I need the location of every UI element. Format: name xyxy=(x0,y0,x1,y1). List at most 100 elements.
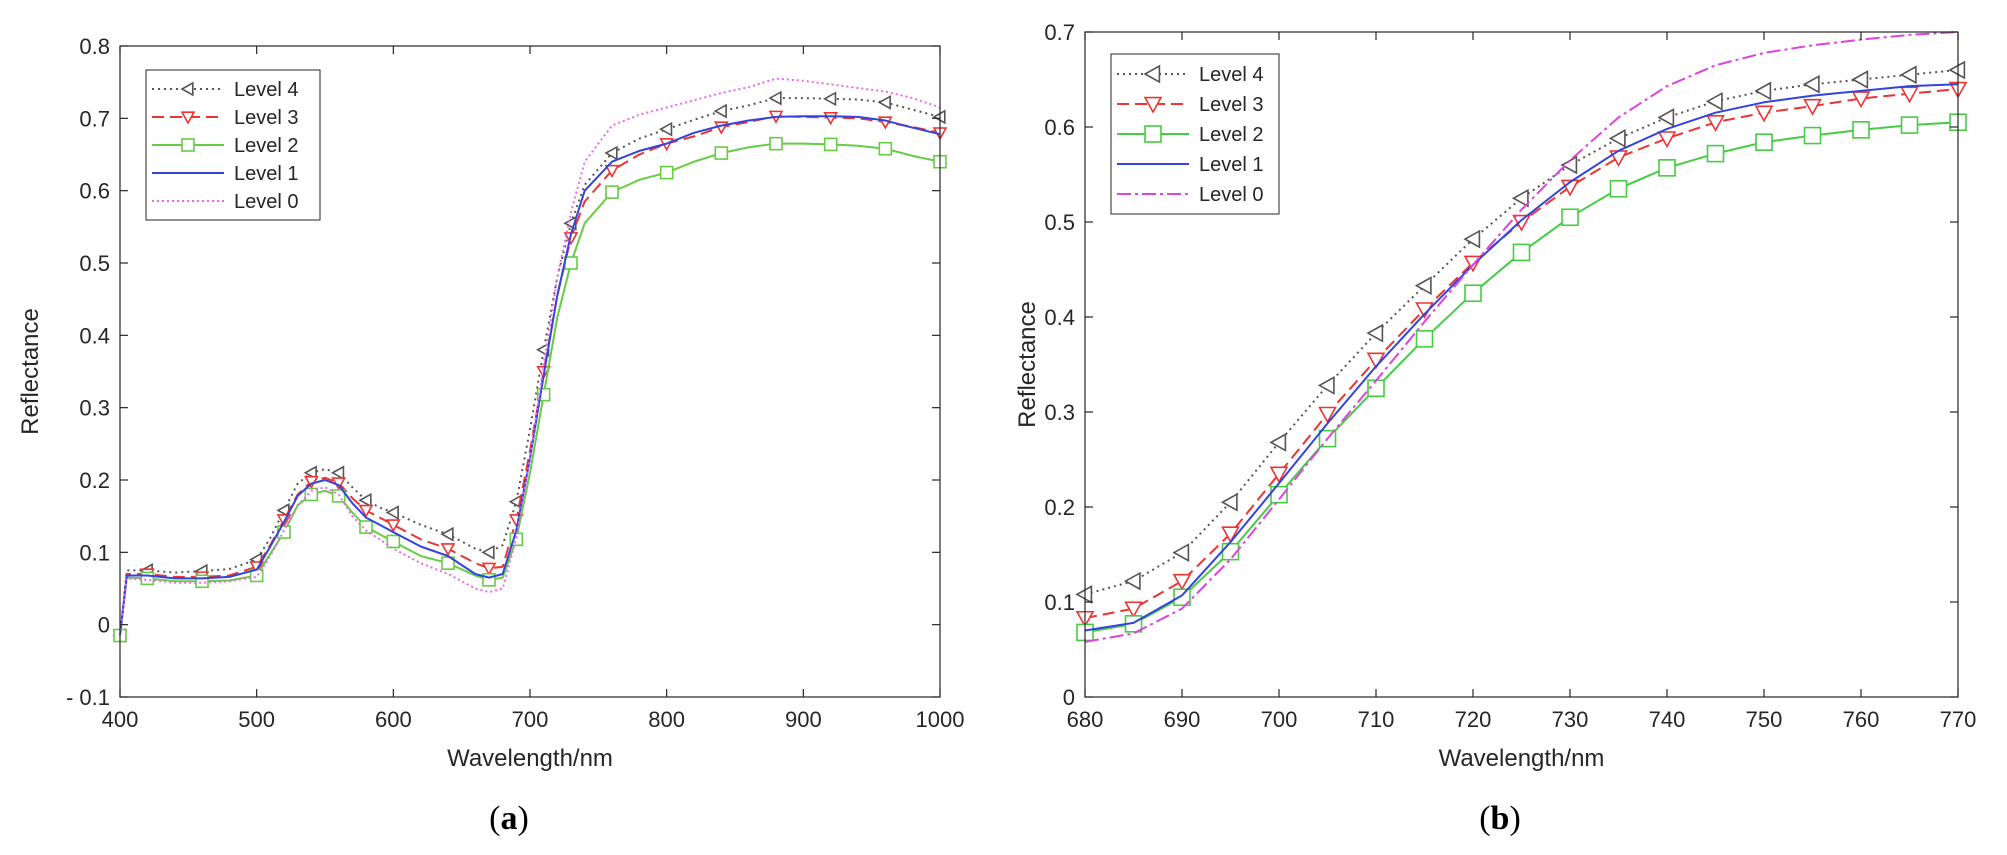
panel-a-data-point-level-2 xyxy=(386,534,401,549)
panel-b-y-tick-label: 0.2 xyxy=(1044,495,1075,520)
panel-a-data-point-level-2 xyxy=(714,146,729,160)
panel-a-y-tick-label: 0.5 xyxy=(79,251,110,276)
panel-a-legend-label: Level 0 xyxy=(234,191,299,213)
panel-b-data-point-level-4 xyxy=(1560,155,1578,175)
panel-b-data-point-level-3 xyxy=(1657,131,1677,149)
panel-b-data-point-level-4 xyxy=(1802,74,1820,94)
panel-b-data-point-level-3 xyxy=(1221,526,1240,544)
panel-b-data-point-level-3 xyxy=(1754,105,1774,123)
panel-a-x-tick-label: 600 xyxy=(375,707,412,732)
panel-b-data-point-level-3 xyxy=(1706,115,1725,132)
panel-b-data-point-level-2 xyxy=(1755,133,1773,151)
panel-a-y-tick-label: 0.2 xyxy=(79,468,110,493)
panel-b-data-point-level-2 xyxy=(1609,179,1628,198)
panel-b-x-axis-title: Wavelength/nm xyxy=(1439,745,1605,772)
panel-a-data-point-level-4 xyxy=(481,544,495,560)
panel-b-data-point-level-4 xyxy=(1075,585,1093,604)
panel-b-data-point-level-4 xyxy=(1414,276,1432,296)
panel-b-data-point-level-3 xyxy=(1609,150,1628,168)
panel-a-y-tick-label: 0.6 xyxy=(79,179,110,204)
panel-b-caption-open: ( xyxy=(1479,800,1490,837)
panel-a-data-point-level-4 xyxy=(713,103,727,119)
panel-b-data-point-level-4 xyxy=(1754,81,1772,101)
panel-b-data-point-level-4 xyxy=(1317,376,1335,395)
panel-a-data-point-level-4 xyxy=(877,95,891,110)
panel-a-x-axis-title: Wavelength/nm xyxy=(447,745,613,772)
panel-b-x-tick-label: 730 xyxy=(1552,707,1589,732)
panel-a-chart: 400 500 600 700 800 900 1000 - 0.1 0 0.1 0.2 0.3 0.4… xyxy=(17,34,964,837)
panel-b-legend-label: Level 1 xyxy=(1199,154,1264,176)
panel-b-data-point-level-3 xyxy=(1803,98,1822,116)
panel-a-data-point-level-4 xyxy=(604,145,618,161)
panel-a-data-point-level-2 xyxy=(304,487,319,502)
panel-b-caption-label: b xyxy=(1491,800,1510,837)
panel-b-legend-label: Level 0 xyxy=(1199,184,1264,206)
panel-a-x-tick-label: 700 xyxy=(512,707,549,732)
panel-a-y-tick-label: 0.4 xyxy=(79,323,110,348)
panel-b-data-point-level-2 xyxy=(1415,330,1434,348)
panel-b-data-point-level-4 xyxy=(1123,571,1141,591)
panel-b-data-point-level-4 xyxy=(1851,70,1869,89)
panel-b-y-tick-label: 0.7 xyxy=(1044,20,1075,45)
panel-a-data-point-level-3 xyxy=(385,519,401,533)
panel-a-data-point-level-2 xyxy=(564,256,578,270)
panel-a-data-point-level-2 xyxy=(195,574,209,589)
panel-a-data-point-level-3 xyxy=(481,562,497,576)
panel-a-y-tick-label: 0.1 xyxy=(79,540,110,565)
panel-a-data-point-level-3 xyxy=(440,543,456,557)
panel-b-data-point-level-4 xyxy=(1705,91,1723,111)
panel-b-legend-label: Level 2 xyxy=(1199,124,1264,146)
panel-b-caption-close: ) xyxy=(1509,800,1520,837)
panel-b-data-point-level-3 xyxy=(1318,406,1337,424)
panel-a-legend-marker xyxy=(180,111,196,125)
panel-b-x-tick-label: 690 xyxy=(1164,707,1201,732)
panel-b-legend-marker xyxy=(1143,64,1161,84)
panel-b-series-line-level-0 xyxy=(1084,31,1959,643)
panel-a-legend-marker xyxy=(181,138,195,152)
panel-b-data-point-level-4 xyxy=(1608,129,1626,148)
panel-b-data-point-level-2 xyxy=(1803,126,1822,145)
panel-a-data-point-level-2 xyxy=(878,141,893,156)
panel-b-legend-marker xyxy=(1144,125,1162,143)
panel-b-x-tick-label: 760 xyxy=(1843,707,1880,732)
panel-a-x-tick-label: 500 xyxy=(238,707,275,732)
panel-b-data-point-level-2 xyxy=(1658,159,1676,177)
panel-b-data-point-level-2 xyxy=(1706,144,1725,163)
panel-a-caption-open: ( xyxy=(489,800,500,837)
panel-a-data-point-level-4 xyxy=(440,526,454,542)
panel-a-legend-label: Level 2 xyxy=(234,135,299,157)
panel-b-legend-label: Level 4 xyxy=(1199,64,1264,86)
panel-a-y-tick-label: 0.8 xyxy=(79,34,110,59)
panel-b-x-tick-label: 750 xyxy=(1746,707,1783,732)
panel-a-legend-label: Level 4 xyxy=(234,79,299,101)
panel-b-data-point-level-2 xyxy=(1464,284,1482,303)
panel-a-x-tick-label: 1000 xyxy=(916,707,965,732)
panel-b-data-point-level-4 xyxy=(1948,60,1966,80)
panel-b-data-point-level-3 xyxy=(1512,214,1531,232)
panel-b-y-tick-label: 0.6 xyxy=(1044,115,1075,140)
panel-b-data-point-level-3 xyxy=(1900,86,1919,104)
panel-a-data-point-level-4 xyxy=(331,465,345,481)
panel-a-data-point-level-2 xyxy=(359,520,373,534)
panel-b-x-tick-label: 710 xyxy=(1358,707,1395,732)
panel-a-data-point-level-2 xyxy=(823,137,838,152)
panel-b-y-tick-label: 0.3 xyxy=(1044,400,1075,425)
panel-b-data-point-level-2 xyxy=(1900,116,1919,134)
panel-a-data-point-level-4 xyxy=(768,90,782,106)
panel-a-y-axis-title: Reflectance xyxy=(17,308,44,435)
panel-b-data-point-level-3 xyxy=(1269,466,1289,484)
panel-a-y-tick-label: 0.7 xyxy=(79,106,110,131)
panel-a-legend-marker xyxy=(180,81,194,97)
panel-b-data-point-level-4 xyxy=(1172,543,1190,562)
panel-a-series-line-level-0 xyxy=(119,77,941,636)
panel-a-y-tick-label: 0 xyxy=(98,613,110,638)
panel-b-data-point-level-3 xyxy=(1172,573,1192,591)
panel-a-data-point-level-4 xyxy=(823,91,837,107)
panel-b-data-point-level-4 xyxy=(1269,433,1287,452)
panel-b-data-point-level-4 xyxy=(1366,323,1384,343)
panel-a-y-tick-label: - 0.1 xyxy=(66,685,110,710)
panel-b-y-tick-label: 0.5 xyxy=(1044,210,1075,235)
panel-a-data-point-level-2 xyxy=(605,185,619,199)
panel-a-legend-label: Level 3 xyxy=(234,107,299,129)
panel-a-data-point-level-4 xyxy=(385,505,399,520)
